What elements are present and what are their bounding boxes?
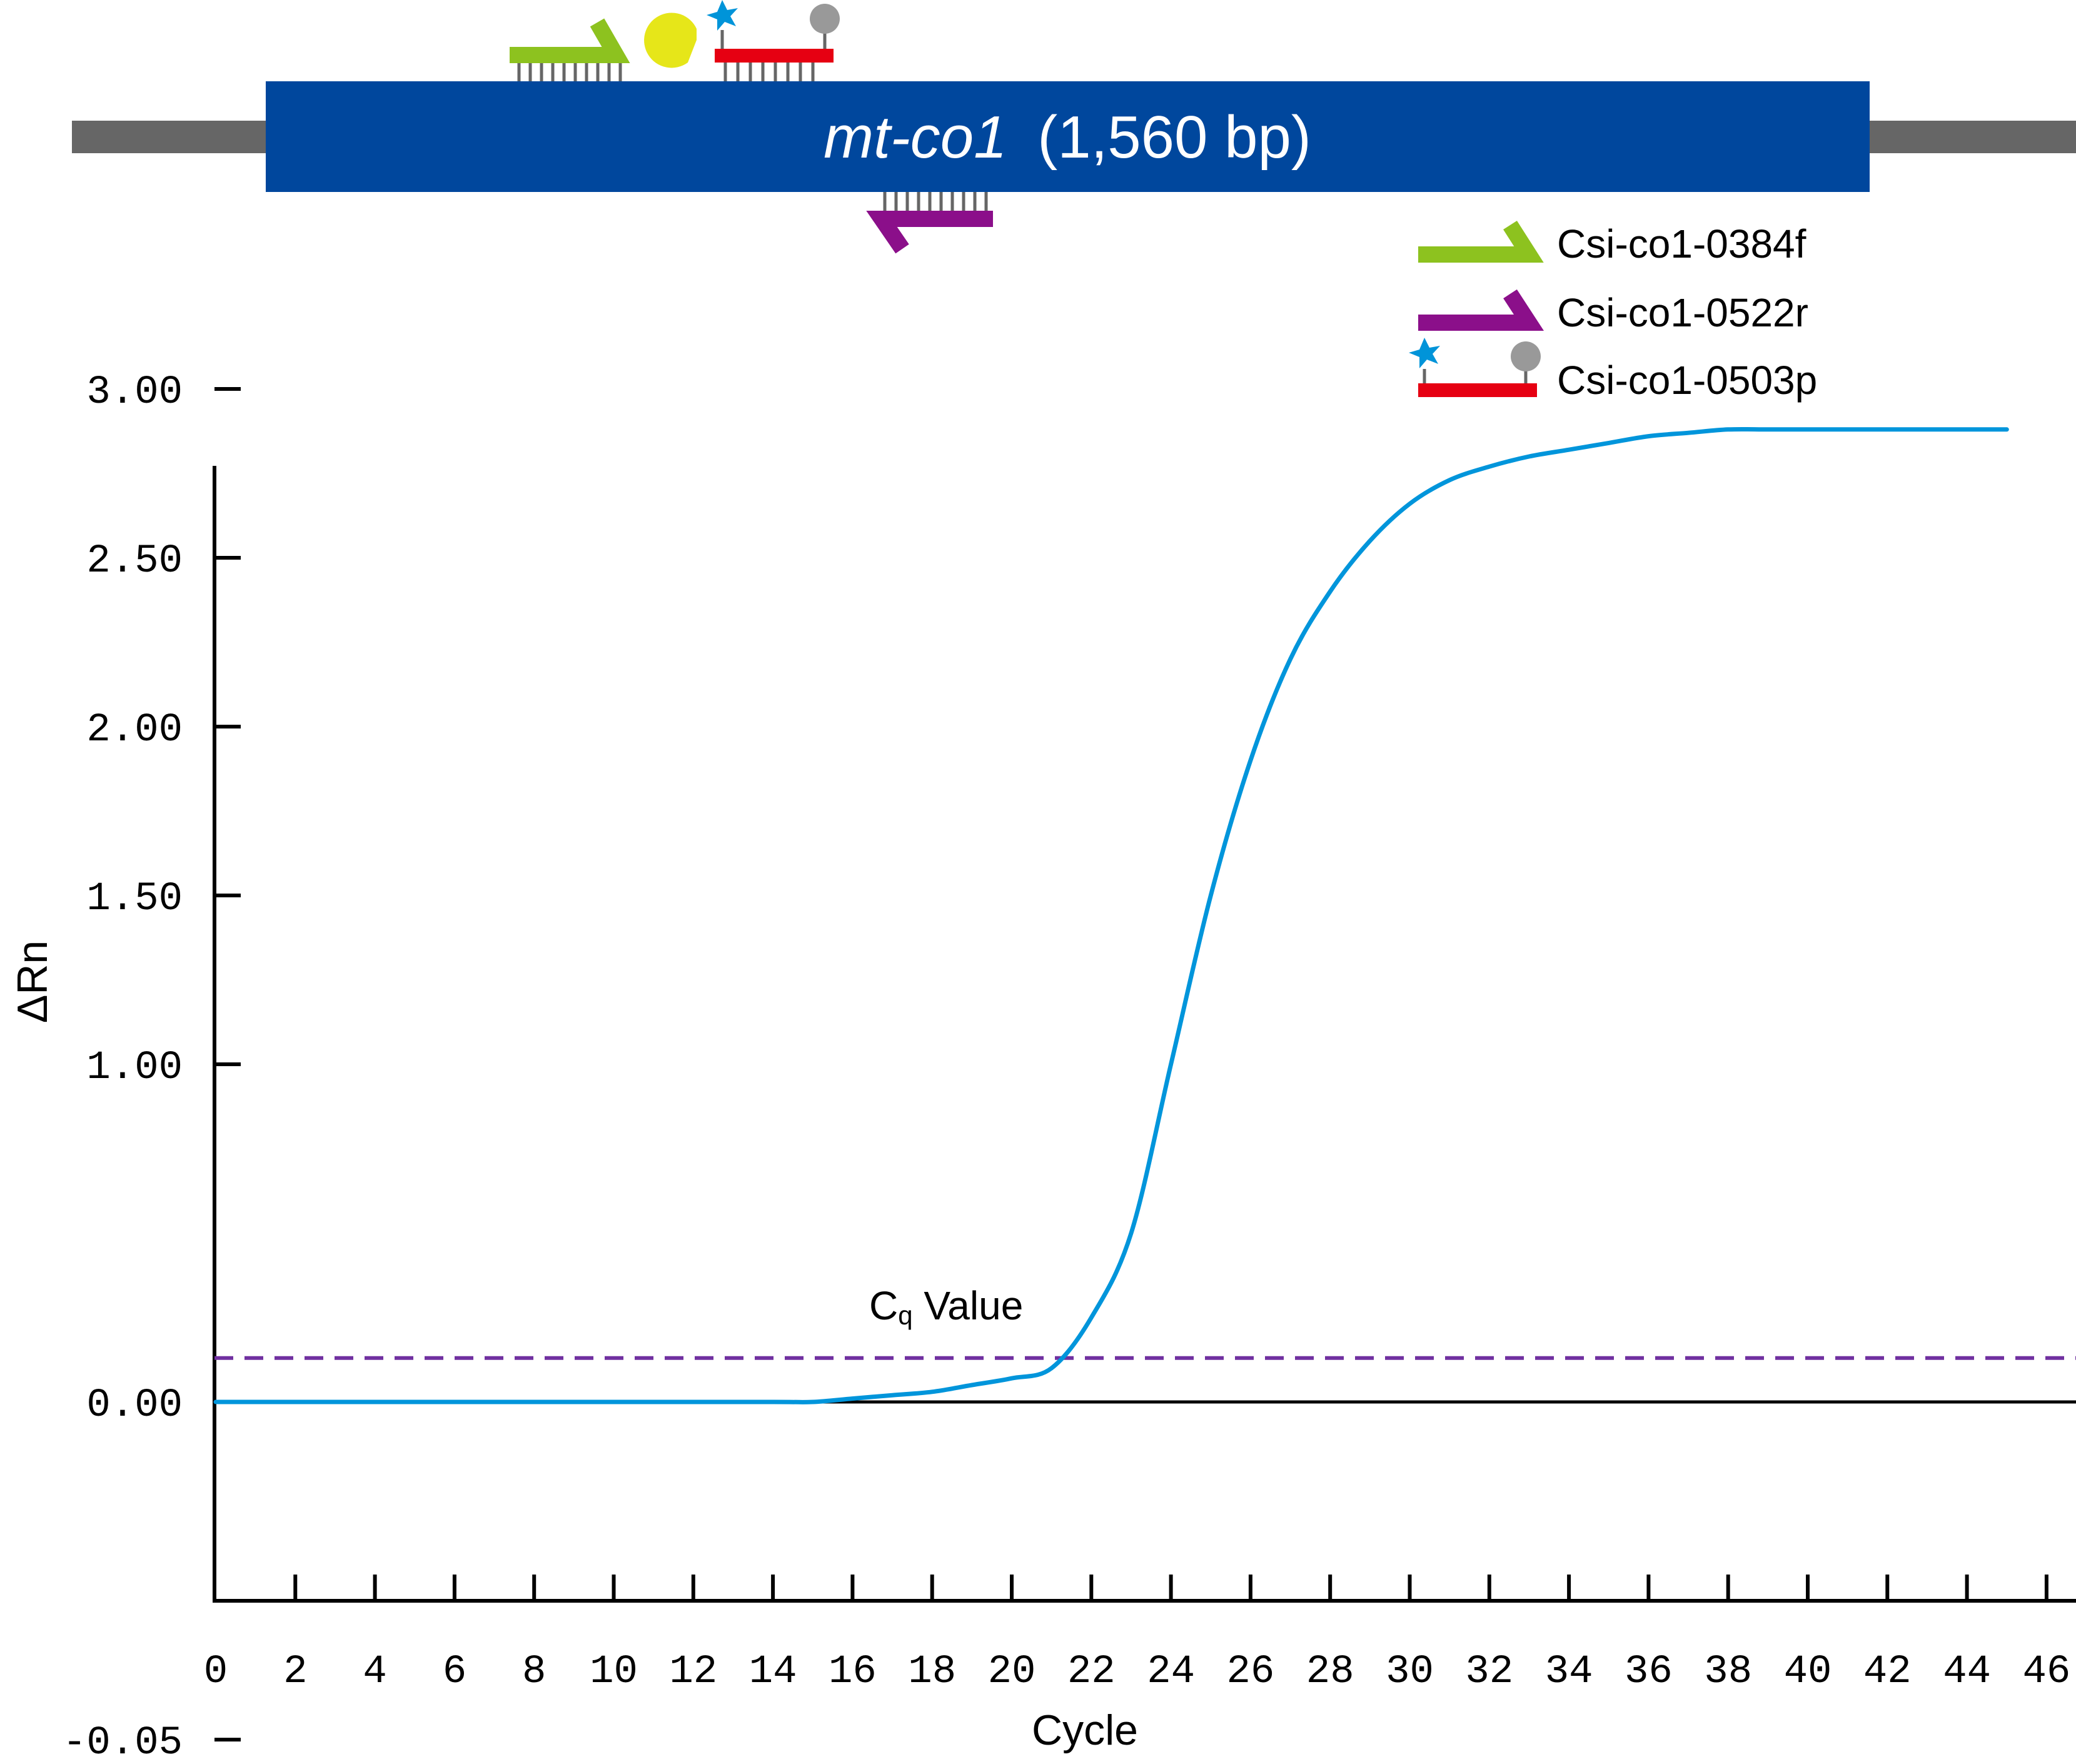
cq-annotation: Cq Value bbox=[869, 1283, 1023, 1330]
x-tick-label: 6 bbox=[443, 1650, 466, 1695]
x-tick-label: 46 bbox=[2022, 1650, 2070, 1695]
legend-quencher-icon bbox=[1511, 341, 1541, 371]
x-tick-label: 42 bbox=[1863, 1650, 1912, 1695]
x-tick-label: 24 bbox=[1147, 1650, 1195, 1695]
cq-annotation-main: C bbox=[869, 1283, 898, 1328]
y-axis-ticks: 3.00 2.50 2.00 1.50 1.00 0.00 -0.05 bbox=[63, 370, 241, 1764]
x-tick-label: 20 bbox=[988, 1650, 1036, 1695]
gene-diagram: mt-co1 (1,560 bp) bbox=[72, 0, 2076, 254]
y-tick-label: 1.00 bbox=[86, 1046, 183, 1091]
reporter-star-icon bbox=[707, 0, 738, 31]
x-tick-label: 12 bbox=[669, 1650, 717, 1695]
x-tick-label: 36 bbox=[1625, 1650, 1673, 1695]
x-tick-label: 8 bbox=[522, 1650, 546, 1695]
gene-label: mt-co1 (1,560 bp) bbox=[824, 104, 1311, 171]
x-tick-label: 38 bbox=[1704, 1650, 1752, 1695]
polymerase-icon bbox=[644, 13, 697, 68]
legend-reporter-star-icon bbox=[1409, 338, 1440, 368]
x-tick-label: 10 bbox=[590, 1650, 638, 1695]
legend: Csi-co1-0384f Csi-co1-0522r Csi-co1-0503… bbox=[1409, 221, 1817, 403]
y-axis-label: ΔRn bbox=[9, 940, 56, 1023]
y-tick-label: 3.00 bbox=[86, 370, 183, 415]
gene-bar bbox=[266, 81, 1870, 192]
y-tick-label: 1.50 bbox=[86, 877, 183, 922]
x-tick-label: 4 bbox=[363, 1650, 386, 1695]
y-tick-label: 0.00 bbox=[86, 1383, 183, 1428]
series-line bbox=[213, 426, 2009, 1404]
y-tick-label: 2.50 bbox=[86, 539, 183, 584]
gene-length: (1,560 bp) bbox=[1037, 104, 1311, 171]
cq-annotation-sub: q bbox=[898, 1301, 912, 1330]
legend-label-probe: Csi-co1-0503p bbox=[1557, 358, 1817, 403]
cq-annotation-rest: Value bbox=[913, 1283, 1024, 1328]
y-tick-label: -0.05 bbox=[63, 1721, 183, 1764]
x-axis-label: Cycle bbox=[1032, 1706, 1138, 1754]
x-tick-label: 26 bbox=[1226, 1650, 1274, 1695]
gene-name: mt-co1 bbox=[824, 104, 1007, 171]
probe-on-gene bbox=[707, 0, 840, 81]
legend-item-probe: Csi-co1-0503p bbox=[1409, 338, 1817, 403]
amplification-chart: 3.002.502.001.501.000.00-0.05 0 2 4 6 8 10 12 1… bbox=[9, 370, 2076, 1764]
y-tick-label: 2.00 bbox=[86, 708, 183, 753]
x-tick-label: 18 bbox=[908, 1650, 956, 1695]
reverse-primer-on-gene bbox=[866, 192, 993, 254]
legend-item-forward: Csi-co1-0384f bbox=[1418, 221, 1806, 266]
x-tick-label: 40 bbox=[1784, 1650, 1832, 1695]
legend-item-reverse: Csi-co1-0522r bbox=[1418, 289, 1808, 335]
x-tick-label: 16 bbox=[829, 1650, 877, 1695]
x-axis-ticks: 0 2 4 6 8 10 12 14 16 18 20 22 24 26 28 30 32 34 36 38 40 42 4… bbox=[204, 1575, 2070, 1695]
x-tick-label: 14 bbox=[749, 1650, 797, 1695]
x-tick-label: 44 bbox=[1943, 1650, 1991, 1695]
x-tick-label: 32 bbox=[1465, 1650, 1513, 1695]
x-tick-label: 22 bbox=[1067, 1650, 1116, 1695]
forward-primer-on-gene bbox=[510, 18, 630, 81]
flank-left bbox=[72, 121, 266, 153]
x-tick-label: 2 bbox=[283, 1650, 307, 1695]
x-tick-label: 28 bbox=[1306, 1650, 1354, 1695]
flank-right bbox=[1867, 121, 2076, 153]
legend-label-forward: Csi-co1-0384f bbox=[1557, 221, 1806, 266]
x-tick-label: 34 bbox=[1545, 1650, 1593, 1695]
legend-label-reverse: Csi-co1-0522r bbox=[1557, 290, 1808, 335]
quencher-icon bbox=[810, 4, 840, 34]
x-tick-label: 0 bbox=[204, 1650, 228, 1695]
x-tick-label: 30 bbox=[1386, 1650, 1434, 1695]
